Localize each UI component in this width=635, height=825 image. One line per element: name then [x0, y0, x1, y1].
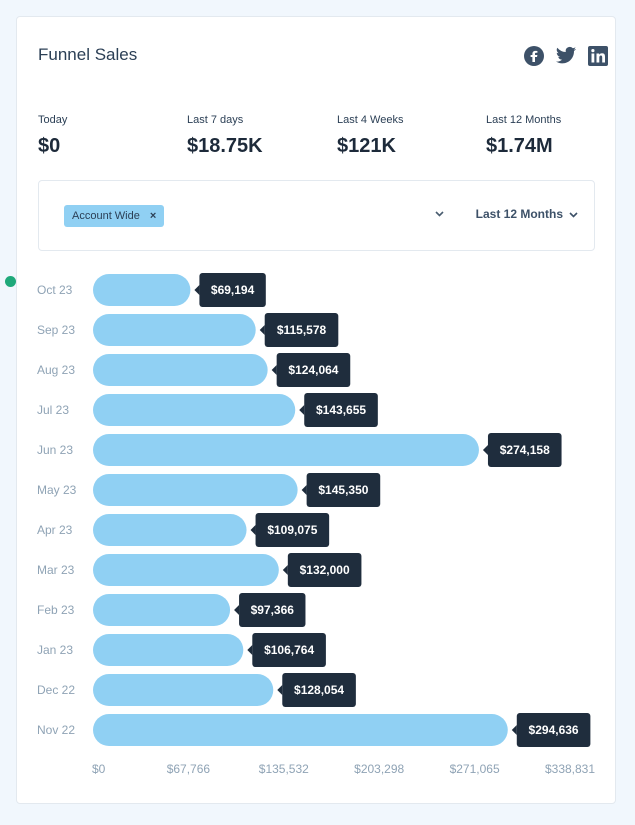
data-label: $97,366: [251, 603, 295, 617]
y-tick-label: Aug 23: [37, 363, 75, 377]
data-label-pointer: [301, 485, 307, 495]
x-tick-label: $271,065: [450, 762, 500, 776]
stat-label: Last 7 days: [187, 114, 244, 126]
account-filter-chip[interactable]: Account Wide ×: [64, 205, 165, 227]
bar: [93, 474, 298, 506]
stat-label: Last 12 Months: [486, 114, 562, 126]
y-tick-label: Mar 23: [37, 563, 75, 577]
stat-label: Last 4 Weeks: [337, 114, 404, 126]
y-tick-label: Sep 23: [37, 323, 75, 337]
data-label-bg: [282, 673, 356, 707]
bar: [93, 554, 279, 586]
data-label-pointer: [250, 525, 256, 535]
stat-value: $121K: [337, 135, 396, 157]
y-tick-label: Nov 22: [37, 723, 75, 737]
data-label-pointer: [247, 645, 253, 655]
y-tick-label: May 23: [37, 483, 77, 497]
stat-last-4-weeks: Last 4 Weeks $121K: [337, 114, 403, 158]
data-label-bg: [306, 473, 381, 507]
bar: [93, 714, 508, 746]
x-tick-label: $135,532: [259, 762, 309, 776]
data-label-bg: [239, 593, 306, 627]
status-dot: [5, 276, 16, 287]
y-tick-label: Jan 23: [37, 643, 73, 657]
data-label: $145,350: [318, 483, 368, 497]
x-tick-label: $338,831: [545, 762, 595, 776]
y-tick-label: Oct 23: [37, 283, 73, 297]
data-label-bg: [304, 393, 378, 427]
bar: [93, 594, 231, 626]
bar: [93, 434, 479, 466]
bar: [93, 314, 256, 346]
data-label-pointer: [194, 285, 200, 295]
bar: [93, 394, 296, 426]
data-label-pointer: [482, 445, 488, 455]
bar: [93, 674, 274, 706]
filter-panel: Account Wide × Last 12 Months: [38, 180, 595, 251]
data-label: $69,194: [211, 283, 255, 297]
data-label-bg: [199, 273, 266, 307]
data-label: $132,000: [300, 563, 350, 577]
stat-last-7-days: Last 7 days $18.75K: [187, 114, 263, 158]
data-label: $109,075: [267, 523, 317, 537]
data-label-pointer: [271, 365, 277, 375]
data-label-pointer: [259, 325, 265, 335]
data-label-pointer: [299, 405, 305, 415]
data-label-pointer: [234, 605, 240, 615]
chevron-down-icon[interactable]: [435, 208, 444, 220]
data-label-bg: [516, 713, 591, 747]
y-tick-label: Feb 23: [37, 603, 75, 617]
data-label: $294,636: [529, 723, 579, 737]
data-label-bg: [264, 313, 339, 347]
data-label-pointer: [511, 725, 517, 735]
bar: [93, 514, 247, 546]
data-label-pointer: [282, 565, 288, 575]
stat-value: $18.75K: [187, 135, 263, 157]
widget-title: Funnel Sales: [38, 45, 138, 64]
linkedin-icon[interactable]: [587, 45, 609, 67]
stat-last-12-months: Last 12 Months $1.74M: [486, 114, 561, 158]
bar: [93, 354, 268, 386]
data-label-bg: [255, 513, 330, 547]
twitter-icon[interactable]: [555, 45, 577, 67]
data-label: $274,158: [500, 443, 550, 457]
facebook-icon[interactable]: [523, 45, 545, 67]
bar: [93, 274, 191, 306]
data-label: $106,764: [264, 643, 314, 657]
x-tick-label: $203,298: [354, 762, 404, 776]
date-range-label: Last 12 Months: [475, 207, 563, 221]
data-label-bg: [276, 353, 351, 387]
x-tick-label: $0: [92, 762, 106, 776]
chip-label: Account Wide: [72, 210, 140, 222]
chevron-down-icon: [569, 207, 578, 221]
y-tick-label: Jul 23: [37, 403, 69, 417]
data-label-bg: [487, 433, 562, 467]
data-label-bg: [287, 553, 362, 587]
data-label: $143,655: [316, 403, 366, 417]
x-tick-label: $67,766: [167, 762, 211, 776]
social-links: [523, 45, 609, 67]
data-label: $128,054: [294, 683, 344, 697]
y-tick-label: Dec 22: [37, 683, 75, 697]
y-tick-label: Jun 23: [37, 443, 73, 457]
stat-today: Today $0: [38, 114, 67, 158]
chip-remove-icon[interactable]: ×: [149, 210, 157, 222]
y-tick-label: Apr 23: [37, 523, 73, 537]
data-label: $124,064: [288, 363, 338, 377]
stat-value: $0: [38, 135, 61, 157]
data-label-pointer: [277, 685, 283, 695]
bar: [93, 634, 244, 666]
stat-label: Today: [38, 114, 68, 126]
data-label-bg: [252, 633, 326, 667]
date-range-dropdown[interactable]: Last 12 Months: [476, 207, 578, 221]
stat-value: $1.74M: [486, 135, 553, 157]
data-label: $115,578: [277, 323, 327, 337]
